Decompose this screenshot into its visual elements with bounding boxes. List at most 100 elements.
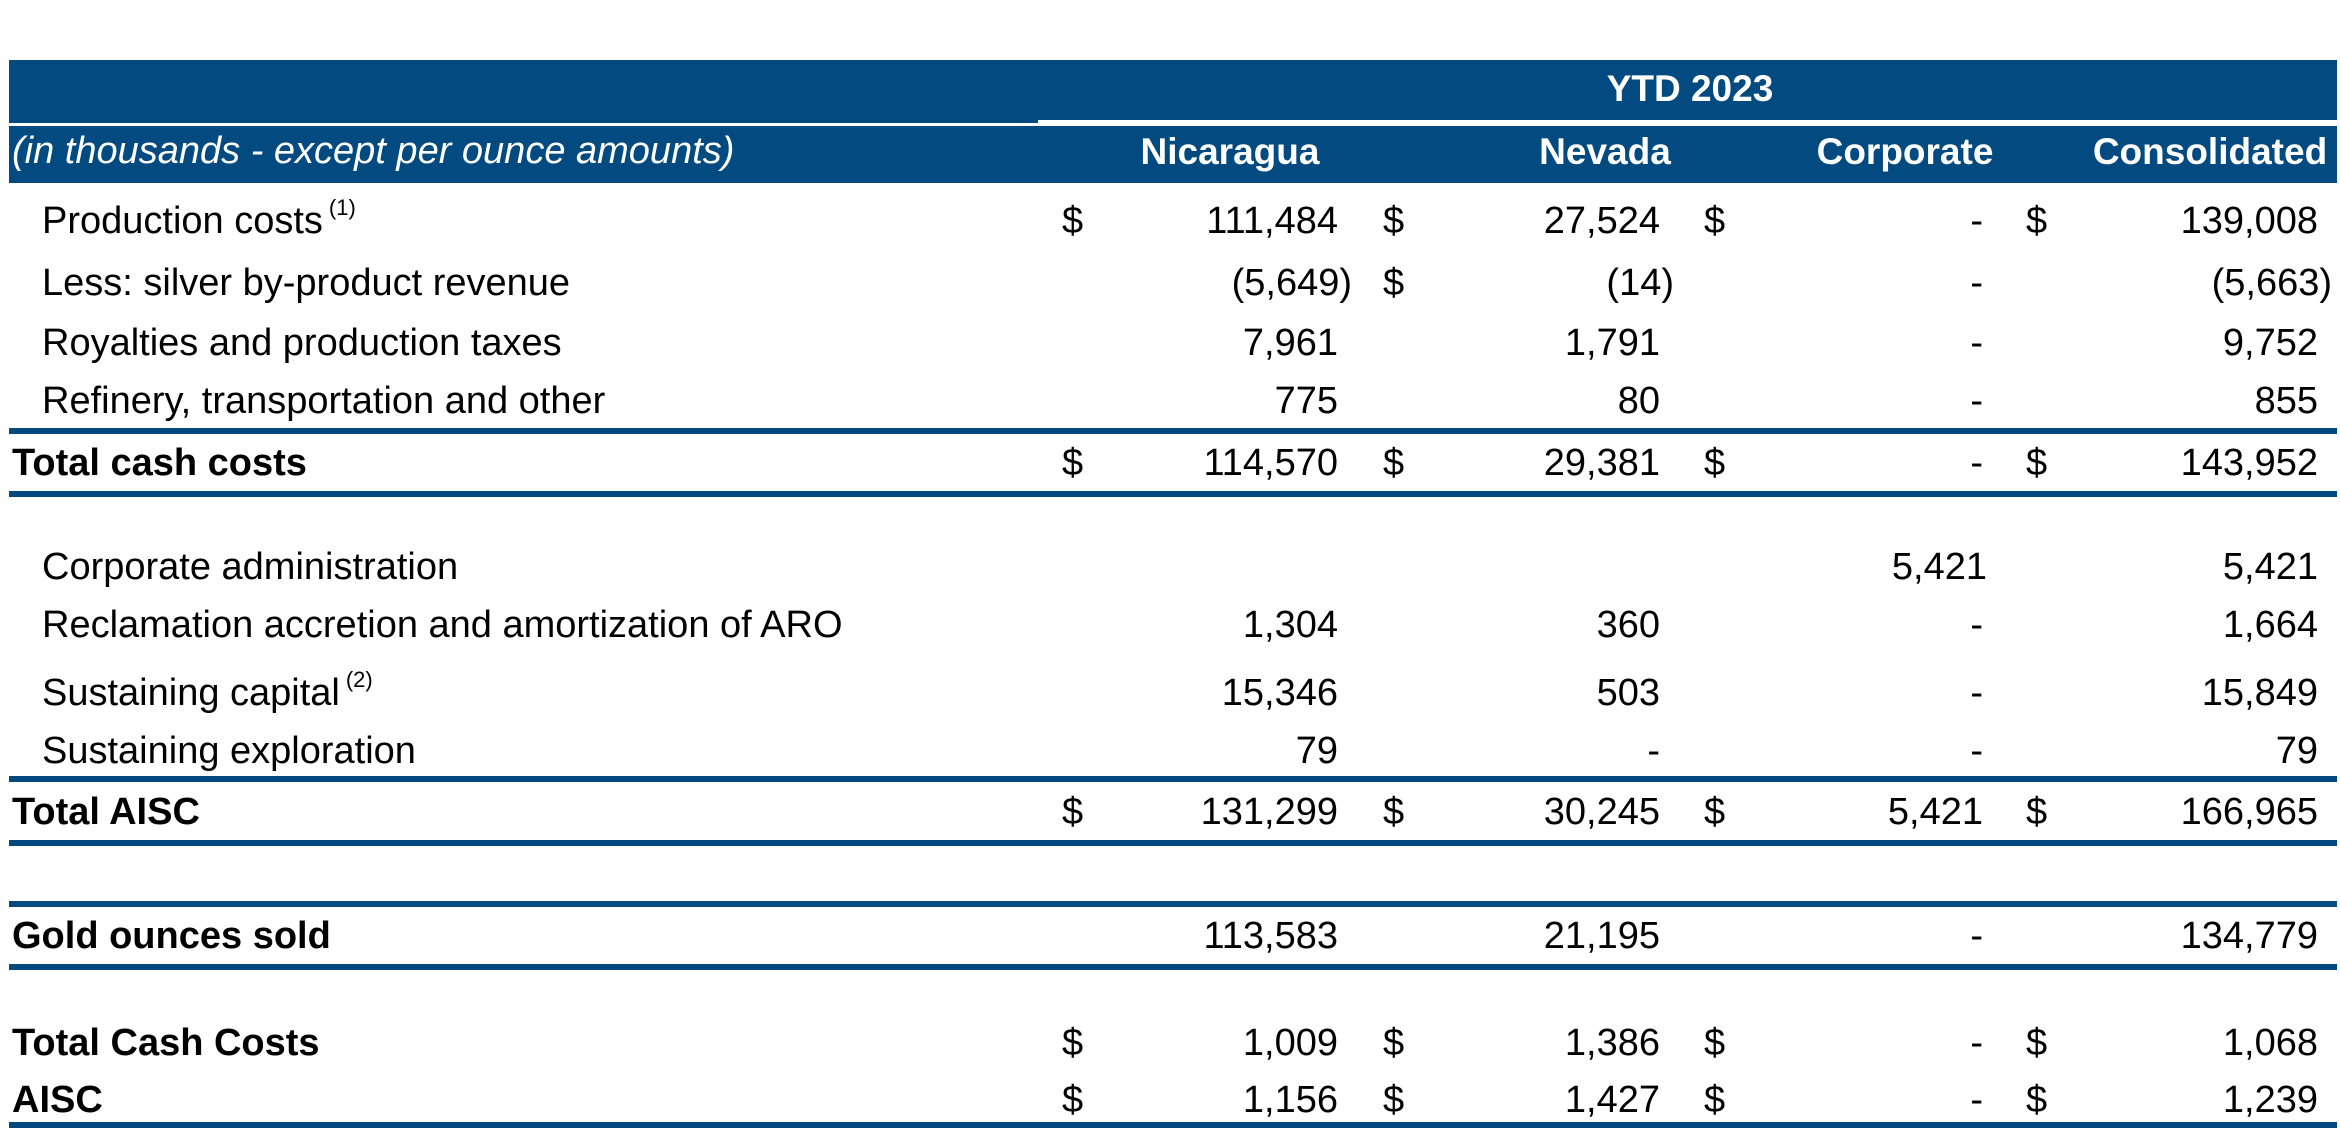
rule-above-total-aisc <box>9 776 2337 782</box>
period-label: YTD 2023 <box>1606 68 1774 109</box>
dollar-sign: $ <box>1062 1079 1084 1121</box>
dollar-sign: $ <box>2026 1079 2048 1121</box>
row-refinery: Refinery, transportation and other 775 8… <box>0 374 2340 424</box>
dollar-sign: $ <box>1062 791 1084 833</box>
value-nevada: 1,791 <box>1564 322 1660 364</box>
rule-below-total-aisc <box>9 840 2337 846</box>
row-reclamation: Reclamation accretion and amortization o… <box>0 598 2340 648</box>
value-consolidated: 1,068 <box>2222 1022 2318 1064</box>
dollar-sign: $ <box>1704 442 1726 484</box>
value-corporate: - <box>1970 604 1983 646</box>
value-nicaragua: 111,484 <box>1206 200 1338 242</box>
dollar-sign: $ <box>1062 200 1084 242</box>
value-nevada: 503 <box>1596 672 1660 714</box>
value-consolidated: 1,239 <box>2222 1079 2318 1121</box>
value-consolidated: 5,421 <box>2222 546 2318 588</box>
value-corporate: - <box>1970 380 1983 422</box>
value-consolidated: (5,663) <box>2211 262 2332 304</box>
value-corporate: - <box>1970 322 1983 364</box>
value-nicaragua: 131,299 <box>1200 791 1338 833</box>
dollar-sign: $ <box>2026 442 2048 484</box>
value-corporate: - <box>1970 262 1983 304</box>
rule-above-total-cash-costs <box>9 428 2337 434</box>
row-royalties: Royalties and production taxes 7,961 1,7… <box>0 316 2340 366</box>
row-sustaining-capital: Sustaining capital (2) 15,346 503 - 15,84… <box>0 666 2340 716</box>
value-corporate: 5,421 <box>1887 791 1983 833</box>
column-header-consolidated: Consolidated <box>2092 131 2328 172</box>
row-sustaining-exploration: Sustaining exploration 79 - - 79 <box>0 724 2340 774</box>
row-label: Reclamation accretion and amortization o… <box>42 604 843 646</box>
row-label: Total Cash Costs <box>12 1022 320 1064</box>
value-consolidated: 139,008 <box>2180 200 2318 242</box>
row-label: Refinery, transportation and other <box>42 380 606 422</box>
value-nicaragua: 79 <box>1295 730 1338 772</box>
value-nicaragua: 1,156 <box>1242 1079 1338 1121</box>
row-label: Gold ounces sold <box>12 915 331 957</box>
rule-below-total-cash-costs <box>9 491 2337 497</box>
dollar-sign: $ <box>2026 1022 2048 1064</box>
row-gold-ounces-sold: Gold ounces sold 113,583 21,195 - 134,77… <box>0 909 2340 959</box>
value-nevada: 30,245 <box>1543 791 1660 833</box>
column-header-nicaragua: Nicaragua <box>1140 131 1320 172</box>
dollar-sign: $ <box>1383 1079 1405 1121</box>
value-nicaragua: 775 <box>1274 380 1338 422</box>
value-corporate: - <box>1970 200 1983 242</box>
value-nicaragua: 1,304 <box>1242 604 1338 646</box>
value-consolidated: 166,965 <box>2180 791 2318 833</box>
row-aisc-per-ounce: AISC $ 1,156 $ 1,427 $ - $ 1,239 <box>0 1073 2340 1123</box>
value-consolidated: 79 <box>2275 730 2318 772</box>
dollar-sign: $ <box>1704 1079 1726 1121</box>
row-silver-byproduct: Less: silver by-product revenue (5,649) … <box>0 256 2340 306</box>
header-divider <box>1038 120 2337 124</box>
row-label: AISC <box>12 1079 103 1121</box>
value-consolidated: 855 <box>2254 380 2318 422</box>
value-consolidated: 143,952 <box>2180 442 2318 484</box>
dollar-sign: $ <box>1383 200 1405 242</box>
row-total-aisc: Total AISC $ 131,299 $ 30,245 $ 5,421 $ … <box>0 785 2340 835</box>
dollar-sign: $ <box>1704 200 1726 242</box>
value-nevada: - <box>1647 730 1660 772</box>
value-nevada: 21,195 <box>1543 915 1660 957</box>
row-label: Royalties and production taxes <box>42 322 562 364</box>
value-corporate: - <box>1970 442 1983 484</box>
units-note: (in thousands - except per ounce amounts… <box>12 130 735 172</box>
row-total-cash-costs: Total cash costs $ 114,570 $ 29,381 $ - … <box>0 436 2340 486</box>
rule-bottom <box>9 1122 2337 1128</box>
row-corporate-administration: Corporate administration 5,421 5,421 <box>0 540 2340 590</box>
value-nevada: 80 <box>1617 380 1660 422</box>
dollar-sign: $ <box>1383 791 1405 833</box>
column-header-corporate: Corporate <box>1816 131 1994 172</box>
row-label: Sustaining exploration <box>42 730 416 772</box>
value-nicaragua: 1,009 <box>1242 1022 1338 1064</box>
header-band-columns <box>9 126 2337 183</box>
value-nevada: (14) <box>1606 262 1674 304</box>
column-header-nevada: Nevada <box>1539 131 1671 172</box>
value-corporate: - <box>1970 672 1983 714</box>
dollar-sign: $ <box>2026 791 2048 833</box>
value-corporate: - <box>1970 1022 1983 1064</box>
value-nevada: 360 <box>1596 604 1660 646</box>
row-label: Total cash costs <box>12 442 307 484</box>
row-total-cash-costs-per-ounce: Total Cash Costs $ 1,009 $ 1,386 $ - $ 1… <box>0 1016 2340 1066</box>
dollar-sign: $ <box>1704 791 1726 833</box>
value-nicaragua: 7,961 <box>1242 322 1338 364</box>
footnote-ref: (2) <box>345 667 373 692</box>
row-label: Sustaining capital (2) <box>42 667 373 714</box>
value-consolidated: 9,752 <box>2222 322 2318 364</box>
value-corporate: - <box>1970 730 1983 772</box>
value-consolidated: 15,849 <box>2201 672 2318 714</box>
value-corporate: 5,421 <box>1891 546 1987 588</box>
row-production-costs: Production costs (1) $ 111,484 $ 27,524 $… <box>0 194 2340 244</box>
value-nicaragua: 113,583 <box>1203 915 1338 957</box>
row-label: Corporate administration <box>42 546 459 588</box>
dollar-sign: $ <box>1704 1022 1726 1064</box>
value-corporate: - <box>1970 1079 1983 1121</box>
row-label: Total AISC <box>12 791 200 833</box>
value-nicaragua: 15,346 <box>1221 672 1338 714</box>
value-nicaragua: 114,570 <box>1203 442 1338 484</box>
row-label: Less: silver by-product revenue <box>42 262 571 304</box>
rule-above-gold-ounces <box>9 901 2337 907</box>
value-corporate: - <box>1970 915 1983 957</box>
dollar-sign: $ <box>1383 1022 1405 1064</box>
